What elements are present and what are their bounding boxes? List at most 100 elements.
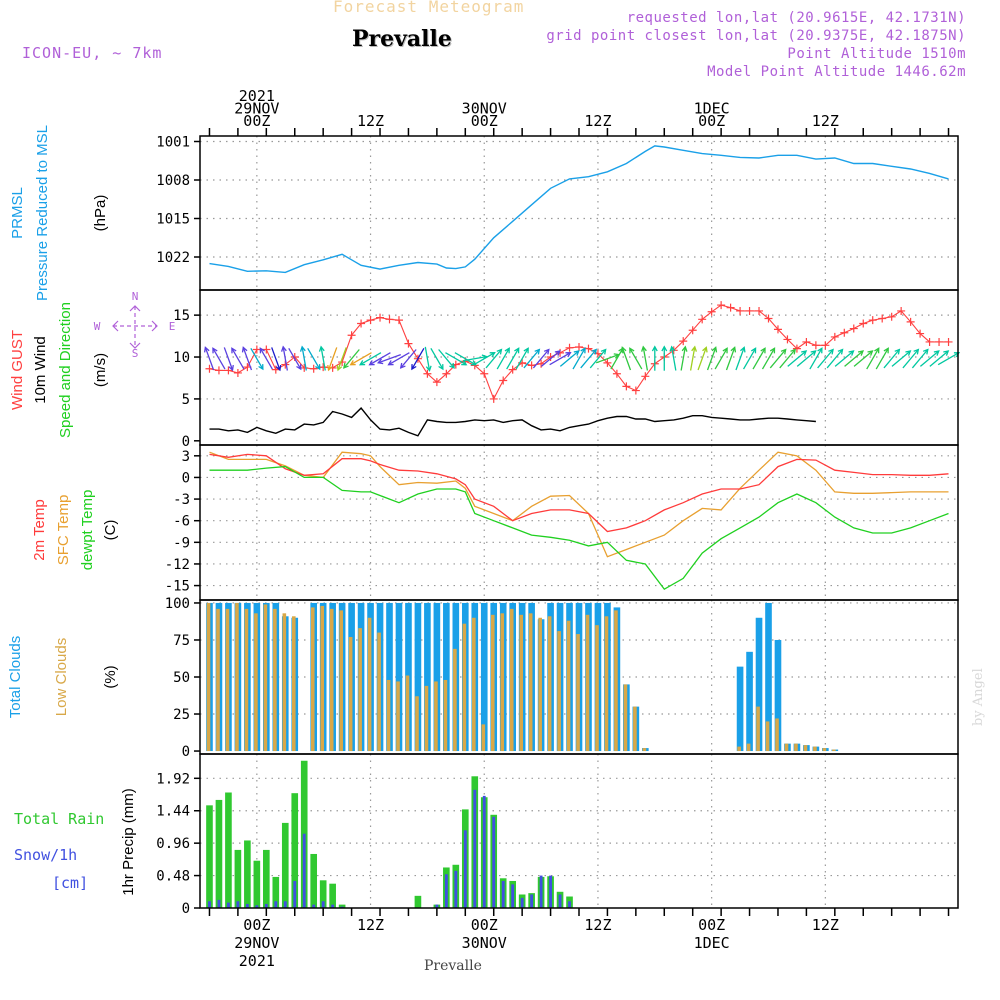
snow-bar (293, 880, 297, 908)
snow-bar (558, 894, 562, 908)
low-cloud-bar (595, 625, 599, 752)
total-rain-label: Total Rain (14, 810, 104, 828)
snow-bar (511, 884, 515, 908)
compass-west: W (94, 320, 101, 333)
watermark-text: by Angel (971, 668, 986, 726)
low-cloud-bar (737, 746, 741, 752)
gust-marker (849, 324, 858, 333)
y-tick-label: 1008 (156, 173, 190, 189)
low-cloud-bar (292, 616, 296, 752)
rain-bar (414, 895, 422, 908)
snow-bar (255, 905, 259, 908)
bottom-axis-label: 12Z (812, 916, 839, 934)
low-cloud-bar (490, 614, 495, 752)
wind-arrow-head (343, 362, 349, 369)
top-axis-label: 12Z (357, 112, 384, 130)
wind-arrow (506, 347, 520, 370)
wind-arrow (752, 347, 766, 370)
snow-bar (463, 830, 467, 908)
bottom-axis-label: 2021 (239, 952, 275, 970)
wind-arrow (580, 349, 597, 369)
total-cloud-bar (414, 602, 422, 752)
low-cloud-bar (794, 743, 798, 752)
wind-10m-label: 10m Wind (32, 336, 49, 404)
snow-bar (539, 875, 543, 908)
snow-bar (236, 901, 240, 908)
snow-bar (208, 901, 211, 908)
wind-arrow (223, 347, 234, 371)
panels-layer (200, 136, 961, 908)
wind-arrow-head (600, 348, 607, 355)
super-title: Forecast Meteogram (333, 0, 525, 16)
footer-station: Prevalle (424, 958, 482, 974)
wind-arrow-head (299, 345, 306, 352)
wind-arrow-head (883, 347, 889, 354)
wind-arrow (430, 347, 444, 370)
wind-arrow-head (837, 348, 844, 355)
low-cloud-bar (500, 613, 505, 752)
wind-arrow-head (817, 347, 823, 354)
wind-arrow (689, 346, 696, 371)
gust-marker (688, 326, 697, 335)
bottom-axis-label: 00Z (471, 916, 498, 934)
wind-arrow-head (241, 346, 248, 353)
wind-arrow-head (296, 364, 302, 371)
low-cloud-bar (462, 623, 467, 752)
y-tick-label: 0 (182, 901, 190, 917)
wind-arrow-head (534, 348, 541, 355)
wind-arrow (642, 346, 649, 371)
low-cloud-bar (547, 616, 552, 752)
wind-arrow (337, 347, 347, 371)
gust-marker (603, 358, 612, 367)
gust-marker (925, 337, 934, 346)
total-cloud-bar (765, 602, 772, 752)
gust-marker (755, 306, 764, 315)
wind-arrow-head (275, 364, 282, 372)
precip-unit-label: 1hr Precip (mm) (120, 788, 137, 896)
low-cloud-bar (614, 610, 618, 752)
gust-marker (783, 335, 792, 344)
total-cloud-bar (736, 666, 744, 752)
wind-arrow (473, 352, 495, 366)
wind-arrow (714, 347, 728, 370)
wind-arrow (523, 349, 540, 369)
wind-arrow-head (641, 345, 647, 352)
wind-arrow-head (905, 350, 912, 356)
low-cloud-bar (557, 631, 561, 752)
wind-arrow (589, 349, 607, 369)
low-cloud-bar (472, 617, 476, 752)
rain-bar (338, 904, 346, 908)
gust-marker (357, 319, 366, 328)
wind-arrow-head (739, 346, 746, 353)
y-tick-label: 0.96 (156, 836, 190, 852)
y-tick-label: 1001 (156, 135, 190, 151)
compass-north: N (132, 290, 139, 303)
y-tick-label: 5 (182, 392, 190, 408)
low-cloud-bar (424, 685, 429, 752)
wind-arrow (697, 347, 707, 371)
wind-arrow (424, 346, 431, 371)
low-cloud-bar (538, 617, 542, 752)
low-cloud-bar (519, 614, 524, 752)
temp-2m-line (209, 453, 949, 533)
gust-marker (499, 376, 508, 385)
rain-bar (225, 792, 232, 908)
wind-arrow-head (318, 345, 325, 352)
y-tick-label: 3 (182, 449, 190, 465)
y-tick-label: -3 (173, 492, 190, 508)
wind-arrow-head (470, 360, 477, 366)
wind-arrow (809, 347, 823, 370)
gust-marker (726, 303, 735, 312)
bottom-axis-label: 12Z (357, 916, 384, 934)
gust-marker (527, 361, 536, 370)
low-clouds-label: Low Clouds (53, 638, 70, 716)
wind-arrow-head (449, 362, 455, 369)
gust-marker (887, 312, 896, 321)
wind-arrow-head (913, 348, 920, 355)
low-cloud-bar (273, 608, 277, 752)
wind-arrow (454, 352, 477, 366)
wind-arrow (532, 349, 550, 369)
low-cloud-bar (396, 681, 400, 752)
wind-arrow-head (702, 346, 708, 353)
wind-arrow-head (874, 347, 880, 354)
